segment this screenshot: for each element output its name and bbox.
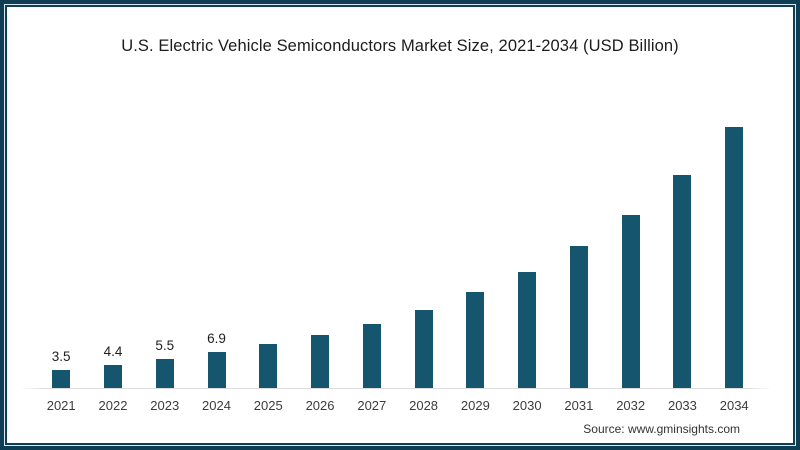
x-axis-line bbox=[20, 388, 772, 389]
x-tick-2032: 2032 bbox=[616, 398, 646, 413]
x-tick-2029: 2029 bbox=[460, 398, 490, 413]
x-tick-2023: 2023 bbox=[150, 398, 180, 413]
bar-2028 bbox=[414, 309, 433, 388]
x-tick-2024: 2024 bbox=[202, 398, 231, 413]
source-attribution: Source: www.gminsights.com bbox=[583, 422, 740, 436]
chart-title: U.S. Electric Vehicle Semiconductors Mar… bbox=[121, 37, 679, 55]
data-label-2024: 6.9 bbox=[207, 331, 226, 347]
bar-2034 bbox=[725, 127, 744, 388]
bar-2023 bbox=[155, 359, 174, 388]
x-tick-2022: 2022 bbox=[98, 398, 128, 413]
bar-2026 bbox=[311, 334, 330, 388]
bar-2022 bbox=[103, 365, 122, 388]
bar-2024 bbox=[207, 352, 226, 388]
x-tick-2028: 2028 bbox=[409, 398, 439, 413]
x-tick-2031: 2031 bbox=[564, 398, 594, 413]
bar-2030 bbox=[518, 272, 537, 388]
x-tick-2025: 2025 bbox=[253, 398, 283, 413]
x-tick-2033: 2033 bbox=[667, 398, 697, 413]
x-tick-2034: 2034 bbox=[719, 398, 749, 413]
bar-2029 bbox=[466, 292, 485, 388]
x-tick-2026: 2026 bbox=[305, 398, 335, 413]
x-tick-2027: 2027 bbox=[357, 398, 387, 413]
bar-2025 bbox=[259, 344, 278, 388]
data-label-2021: 3.5 bbox=[51, 348, 71, 364]
bar-2033 bbox=[673, 175, 692, 388]
bar-2032 bbox=[621, 214, 640, 388]
x-tick-2021: 2021 bbox=[46, 398, 76, 413]
x-tick-2030: 2030 bbox=[512, 398, 542, 413]
bar-2031 bbox=[569, 246, 588, 388]
bar-2021 bbox=[52, 369, 71, 388]
bar-2027 bbox=[362, 323, 381, 388]
data-label-2023: 5.5 bbox=[155, 338, 175, 354]
data-label-2022: 4.4 bbox=[103, 344, 123, 360]
